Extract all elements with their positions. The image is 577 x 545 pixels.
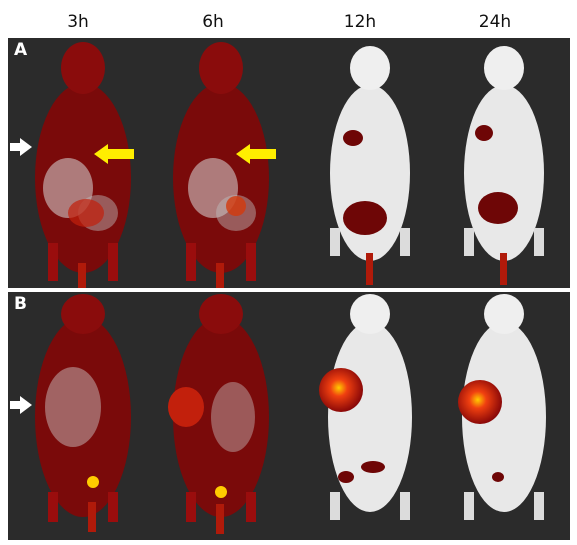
time-label-12h: 12h bbox=[343, 12, 377, 32]
time-label-3h: 3h bbox=[67, 12, 89, 32]
time-label-24h: 24h bbox=[478, 12, 512, 32]
mouse-24h-b bbox=[458, 294, 546, 520]
time-label-6h: 6h bbox=[202, 12, 224, 32]
white-arrow-b bbox=[10, 396, 32, 414]
mouse-6h-b bbox=[168, 294, 269, 534]
panel-a-image bbox=[35, 42, 544, 288]
yellow-arrow-6h bbox=[236, 144, 276, 164]
panel-b-image bbox=[35, 294, 546, 534]
panel-a: A bbox=[8, 38, 570, 288]
mouse-6h-a bbox=[173, 42, 269, 288]
mouse-12h-b bbox=[319, 294, 412, 520]
panel-b-label: B bbox=[14, 294, 27, 314]
panel-b: B bbox=[8, 292, 570, 540]
panel-a-label: A bbox=[14, 40, 28, 60]
white-arrow-a bbox=[10, 138, 32, 156]
mouse-24h-a bbox=[464, 46, 544, 285]
yellow-arrow-3h bbox=[94, 144, 134, 164]
mouse-3h-b bbox=[35, 294, 131, 532]
mouse-12h-a bbox=[330, 46, 410, 285]
mouse-3h-a bbox=[35, 42, 131, 288]
